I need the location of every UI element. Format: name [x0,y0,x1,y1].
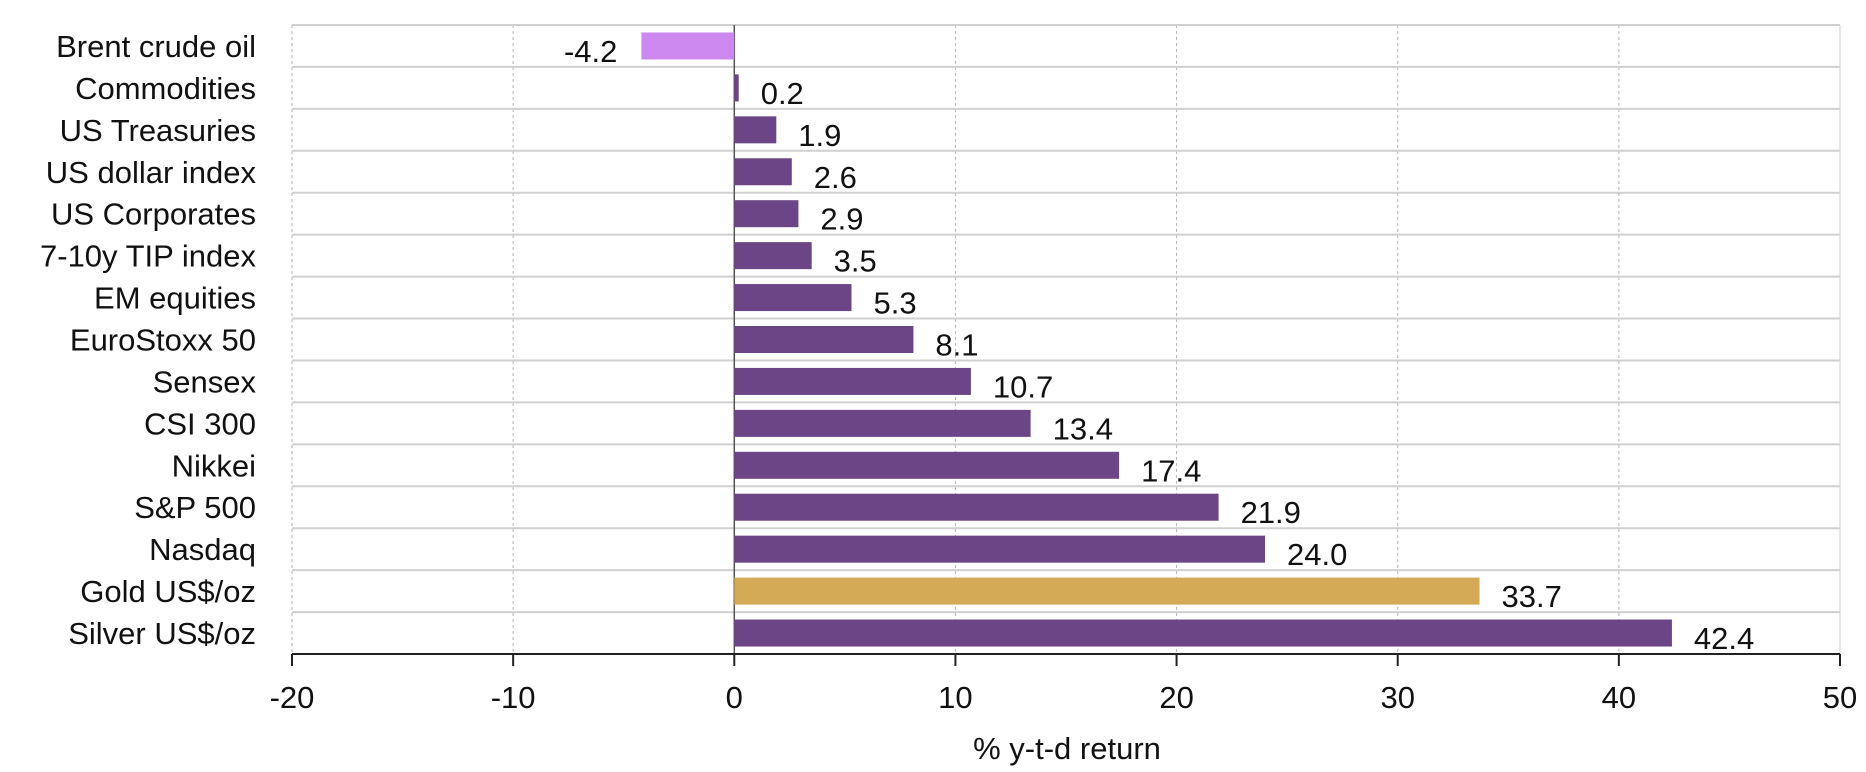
x-tick-label: 30 [1380,680,1414,715]
bar [734,242,812,270]
value-label: 33.7 [1502,579,1562,614]
value-label: 1.9 [798,118,841,153]
value-label: 2.6 [814,160,857,195]
x-tick-label: 40 [1602,680,1636,715]
value-label: 13.4 [1053,411,1113,446]
value-label: 0.2 [761,76,804,111]
x-tick-label: 50 [1823,680,1857,715]
category-label: Nasdaq [149,532,256,567]
bar [734,326,914,353]
x-axis: -20 -10 0 10 20 30 40 50 [270,653,1857,715]
bar [734,74,739,102]
value-label: -4.2 [564,34,617,69]
x-tick-label: 0 [726,680,743,715]
value-label: 42.4 [1694,621,1754,656]
category-labels: Brent crude oil Commodities US Treasuries U… [40,29,257,651]
x-tick-label: 20 [1159,680,1193,715]
bar [734,619,1672,647]
category-label: Silver US$/oz [68,616,256,651]
value-label: 10.7 [993,369,1053,404]
value-label: 24.0 [1287,537,1347,572]
x-tick-label: -20 [270,680,315,715]
bar [641,32,735,60]
value-label: 8.1 [935,328,978,363]
category-label: US Treasuries [60,113,256,148]
value-label: 21.9 [1241,495,1301,530]
category-label: US Corporates [51,197,256,232]
category-label: CSI 300 [144,406,256,441]
bar [734,535,1266,563]
bar [734,284,852,312]
bar [734,451,1120,479]
x-tick-label: -10 [491,680,536,715]
category-label: EM equities [94,281,256,316]
category-label: EuroStoxx 50 [70,323,256,358]
value-label: 2.9 [820,202,863,237]
bar [734,493,1219,521]
category-label: Brent crude oil [56,29,256,64]
bar [734,577,1480,605]
bar [734,409,1031,437]
category-label: Nikkei [172,448,256,483]
category-label: S&P 500 [134,490,256,525]
x-axis-title: % y-t-d return [973,731,1161,766]
value-label: 3.5 [834,244,877,279]
category-label: Gold US$/oz [80,574,256,609]
bar [734,116,777,144]
category-label: Commodities [75,71,256,106]
value-label: 5.3 [873,286,916,321]
category-label: 7-10y TIP index [40,239,256,274]
bar [734,367,971,395]
value-labels: -4.2 0.2 1.9 2.6 2.9 3.5 5.3 8.1 10.713.4 17.4 21.… [564,34,1754,656]
bar [734,200,799,228]
category-label: Sensex [153,364,257,399]
category-label: US dollar index [46,155,257,190]
value-label: 17.4 [1141,453,1201,488]
bars-layer [641,32,1672,647]
bar [734,158,792,186]
x-tick-label: 10 [938,680,972,715]
